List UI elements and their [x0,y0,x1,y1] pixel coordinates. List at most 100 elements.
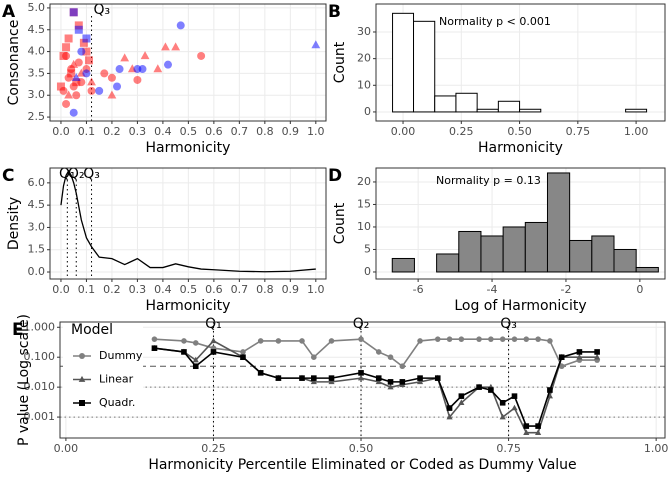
y-tick-label: 3.0 [28,220,46,233]
bar [480,235,504,273]
marker [358,370,364,376]
plot-border [49,3,327,122]
x-tick-label: 0.6 [205,125,223,138]
marker [328,338,335,344]
marker [511,393,518,399]
marker [56,82,65,91]
marker [257,370,264,376]
x-tick-label: 1.0 [307,125,325,138]
plot-border [375,3,666,122]
marker [499,336,506,342]
marker [138,65,147,74]
marker [375,375,382,381]
marker [310,378,317,385]
marker [275,375,282,381]
marker [78,375,86,382]
marker [299,338,305,344]
marker [311,375,317,381]
x-tick-label: 0.00 [54,442,79,455]
marker [523,336,530,342]
marker [576,353,583,360]
marker [192,340,199,346]
marker [64,34,73,43]
x-axis-title: Harmonicity [478,140,563,156]
marker [434,336,441,342]
marker [79,400,85,406]
bar [625,108,648,113]
x-axis-title: Harmonicity [146,140,231,156]
marker [181,349,187,355]
marker [120,53,130,62]
marker [210,337,217,344]
y-tick-label: 0.0 [28,265,46,278]
y-tick-label: 20 [357,52,371,65]
marker [594,349,600,355]
marker [547,338,553,344]
x-tick-label: 0.8 [256,283,274,296]
quantile-label: Q₁ [205,316,222,332]
marker [107,90,117,99]
marker [547,387,553,393]
marker [71,72,81,81]
marker [446,405,453,411]
plot-border [49,167,327,280]
marker [210,349,217,355]
x-tick-label: 0.2 [103,125,121,138]
x-tick-label: 0.7 [231,125,249,138]
x-tick-label: 1.00 [644,442,669,455]
marker [100,69,109,78]
marker [87,86,96,95]
marker [69,8,78,17]
y-axis-title: Count [332,41,348,83]
marker [113,82,122,91]
marker [446,413,453,420]
bar [519,108,542,113]
x-tick-label: 0.7 [231,283,249,296]
x-tick-label: -6 [413,283,424,296]
marker [523,429,530,435]
x-tick-label: -4 [487,283,498,296]
x-axis-title: Log of Harmonicity [454,298,586,314]
marker [535,336,541,342]
y-tick-label: 0 [364,265,371,278]
panel-label: C [2,166,14,186]
plot-border [59,321,666,439]
y-tick-label: 6.0 [28,176,46,189]
marker [476,336,482,342]
marker [67,69,76,78]
x-tick-label: 0.6 [205,283,223,296]
bar [436,253,460,273]
y-tick-label: 10 [357,78,371,91]
marker [161,42,170,51]
y-axis-title: Density [6,197,22,250]
y-tick-label: 15 [357,197,371,210]
bar [413,20,436,113]
annotation: Normality p = 0.13 [436,174,541,187]
marker [240,354,246,361]
marker [476,384,482,390]
marker [387,354,394,361]
marker [74,58,83,67]
marker [328,375,335,381]
marker [499,413,506,420]
marker [95,86,104,95]
bar [476,108,499,113]
quantile-label: Q₃ [83,166,100,182]
marker [84,56,93,65]
x-tick-label: 0.1 [78,283,96,296]
y-tick-label: 5 [364,242,371,255]
line [60,169,316,273]
marker [434,375,441,381]
marker [69,108,78,117]
marker [358,336,364,342]
line [154,338,598,368]
legend-box [63,320,143,415]
x-tick-label: 0.50 [349,442,374,455]
y-tick-label: 0 [364,105,371,118]
marker [151,336,158,342]
marker [523,423,530,429]
y-tick-label: 2.5 [28,110,46,123]
marker [257,338,264,344]
marker [82,34,91,43]
marker [594,353,601,360]
